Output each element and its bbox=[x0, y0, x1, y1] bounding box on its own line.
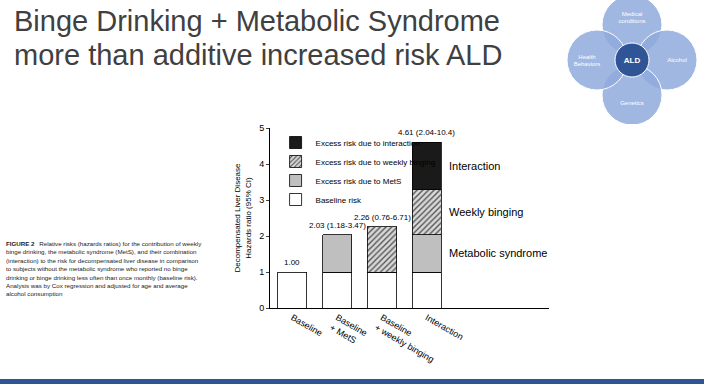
svg-text:Baseline risk: Baseline risk bbox=[316, 196, 362, 205]
svg-text:Weekly binging: Weekly binging bbox=[449, 206, 523, 218]
svg-text:0: 0 bbox=[259, 303, 264, 313]
svg-text:Medicalconditions: Medicalconditions bbox=[618, 11, 645, 24]
svg-text:Alcohol: Alcohol bbox=[667, 57, 687, 63]
svg-text:2.26 (0.76-6.71): 2.26 (0.76-6.71) bbox=[354, 213, 411, 222]
svg-text:Excess risk due to weekly bing: Excess risk due to weekly binging bbox=[316, 158, 436, 167]
svg-text:1: 1 bbox=[259, 267, 264, 277]
svg-text:Decompensated Liver DiseaseHaz: Decompensated Liver DiseaseHazards ratio… bbox=[233, 163, 252, 272]
svg-text:Interaction: Interaction bbox=[424, 312, 465, 342]
svg-text:Excess risk due to MetS: Excess risk due to MetS bbox=[316, 177, 402, 186]
svg-text:4.61 (2.04-10.4): 4.61 (2.04-10.4) bbox=[398, 128, 455, 137]
svg-text:3: 3 bbox=[259, 195, 264, 205]
svg-text:2.03 (1.18-3.47): 2.03 (1.18-3.47) bbox=[309, 221, 366, 230]
svg-text:5: 5 bbox=[259, 123, 264, 133]
svg-text:2: 2 bbox=[259, 231, 264, 241]
svg-text:Baseline+ weekly binging: Baseline+ weekly binging bbox=[373, 312, 442, 364]
svg-text:Baseline: Baseline bbox=[289, 312, 324, 338]
svg-text:4: 4 bbox=[259, 159, 264, 169]
svg-text:ALD: ALD bbox=[624, 56, 641, 65]
svg-text:HealthBehaviors: HealthBehaviors bbox=[574, 54, 601, 67]
svg-text:Interaction: Interaction bbox=[449, 160, 500, 172]
svg-text:Excess risk due to interaction: Excess risk due to interaction bbox=[316, 139, 420, 148]
html-text:more than additive increased r: more than additive increased risk ALD bbox=[14, 39, 503, 71]
html-text:Binge Drinking + Metabolic Syn: Binge Drinking + Metabolic Syndrome bbox=[14, 5, 500, 37]
svg-text:Genetics: Genetics bbox=[620, 100, 644, 106]
html-text:FIGURE 2 Relative risks (hazar: FIGURE 2 Relative risks (hazards ratios)… bbox=[6, 240, 202, 298]
svg-text:Metabolic syndrome: Metabolic syndrome bbox=[449, 247, 547, 259]
svg-text:Baseline+ MetS: Baseline+ MetS bbox=[328, 312, 369, 348]
svg-text:1.00: 1.00 bbox=[284, 258, 300, 267]
